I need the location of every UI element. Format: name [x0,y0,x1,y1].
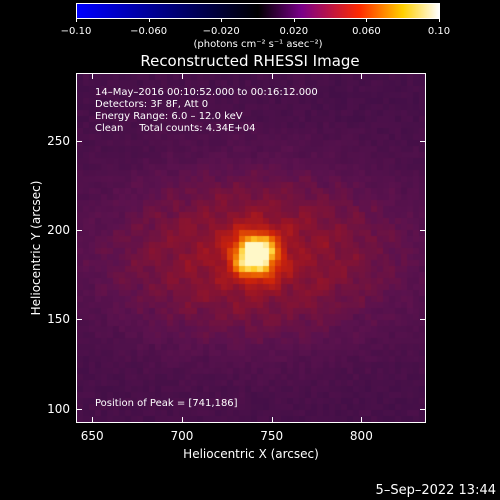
image-plot[interactable]: 14–May–2016 00:10:52.000 to 00:16:12.000… [76,73,426,423]
y-tick [420,319,426,321]
y-tick [76,230,82,232]
x-axis-label: Heliocentric X (arcsec) [183,447,319,461]
y-tick-label: 250 [47,133,70,148]
colorbar-tick-label: 0.020 [279,26,309,37]
y-tick-label: 200 [47,223,70,238]
y-tick [76,140,82,142]
info-detectors: Detectors: 3F 8F, Att 0 [95,99,209,110]
x-tick [181,417,183,423]
info-method: Clean Total counts: 4.34E+04 [95,123,256,134]
plot-title: Reconstructed RHESSI Image [140,52,360,70]
rhessi-image[interactable] [77,74,425,422]
x-tick-label: 800 [349,429,373,443]
y-tick [420,230,426,232]
colorbar-tick-label: −0.10 [60,26,92,37]
colorbar-tick [293,18,295,22]
y-tick-label: 100 [47,401,70,416]
info-time-range: 14–May–2016 00:10:52.000 to 00:16:12.000 [95,87,318,98]
colorbar-tick-label: −0.020 [202,26,240,37]
colorbar-tick [439,18,440,22]
x-tick [361,417,363,423]
x-tick [271,73,273,79]
y-tick [76,408,82,410]
x-tick [92,417,94,423]
x-tick-label: 750 [260,429,284,443]
y-tick-label: 150 [47,312,70,327]
x-tick [181,73,183,79]
colorbar-tick [221,18,223,22]
y-tick [420,408,426,410]
x-tick [92,73,94,79]
colorbar-tick-label: −0.060 [130,26,168,37]
colorbar-units: (photons cm⁻² s⁻¹ asec⁻²) [193,39,323,50]
footer-date: 5–Sep–2022 13:44 [375,483,496,498]
x-tick [271,417,273,423]
x-tick-label: 700 [170,429,194,443]
colorbar-tick [366,18,368,22]
x-tick [361,73,363,79]
colorbar [76,3,440,19]
y-tick [76,319,82,321]
y-tick [420,140,426,142]
colorbar-tick-label: 0.10 [427,26,451,37]
colorbar-tick [76,18,77,22]
colorbar-tick-label: 0.060 [352,26,381,37]
y-axis-label: Heliocentric Y (arcsec) [29,180,43,316]
colorbar-tick [148,18,150,22]
info-energy-range: Energy Range: 6.0 – 12.0 keV [95,111,243,122]
x-tick-label: 650 [80,429,104,443]
info-peak-position: Position of Peak = [741,186] [95,398,238,409]
